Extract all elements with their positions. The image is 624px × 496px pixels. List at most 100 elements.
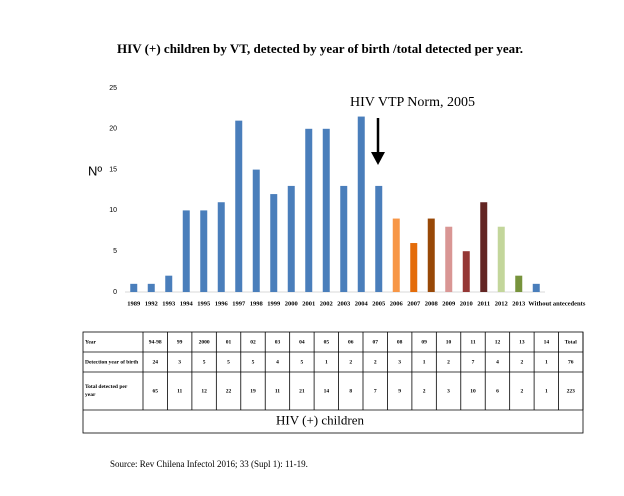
x-tick-label: 1997 — [232, 300, 246, 307]
table-cell: 99 — [177, 339, 183, 345]
y-tick-label: 10 — [109, 207, 117, 214]
y-tick-label: 20 — [109, 126, 117, 133]
bar — [392, 218, 400, 292]
bar — [182, 210, 190, 292]
x-tick-label: 2003 — [337, 300, 351, 307]
bar — [287, 185, 295, 292]
y-tick-label: 15 — [109, 166, 117, 173]
x-tick-label: Without antecedents — [528, 300, 586, 307]
x-tick-label: 2011 — [477, 300, 490, 307]
bar — [270, 194, 278, 292]
table-cell: 2 — [374, 359, 377, 365]
row-header: Year — [85, 339, 97, 345]
source: Source: Rev Chilena Infectol 2016; 33 (S… — [110, 459, 308, 469]
table-cell: 10 — [446, 339, 452, 345]
bar — [147, 283, 155, 292]
arrow-head — [371, 152, 385, 165]
table-cell: 1 — [423, 359, 426, 365]
table-cell: 94-98 — [149, 339, 162, 345]
x-tick-label: 1994 — [180, 300, 194, 307]
table-cell: 22 — [226, 388, 232, 394]
bar — [480, 202, 488, 292]
annotation: HIV VTP Norm, 2005 — [350, 95, 475, 110]
table-cell: 1 — [545, 388, 548, 394]
table-cell: 6 — [496, 388, 499, 394]
table-cell: 2 — [521, 359, 524, 365]
table-cell: 7 — [374, 388, 377, 394]
table-cell: 5 — [252, 359, 255, 365]
table-cell: 09 — [421, 339, 427, 345]
table-cell: 3 — [447, 388, 450, 394]
table-cell: 3 — [178, 359, 181, 365]
x-tick-label: 2009 — [442, 300, 456, 307]
table-cell: 11 — [177, 388, 182, 394]
table-cell: 11 — [275, 388, 280, 394]
table-cell: 2 — [349, 359, 352, 365]
x-tick-label: 2007 — [407, 300, 421, 307]
table-cell: 19 — [250, 388, 256, 394]
table-cell: 10 — [470, 388, 476, 394]
bar — [340, 185, 348, 292]
bar — [165, 275, 173, 292]
table-cell: 12 — [201, 388, 207, 394]
bar — [497, 226, 505, 292]
table-cell: 2 — [447, 359, 450, 365]
y-axis-label: Nº — [88, 163, 102, 178]
table-cell: 1 — [545, 359, 548, 365]
table-cell: 01 — [226, 339, 232, 345]
x-tick-label: 2000 — [285, 300, 298, 307]
bar — [427, 218, 435, 292]
x-tick-label: 2004 — [355, 300, 369, 307]
bar — [410, 243, 418, 292]
table-cell: 5 — [227, 359, 230, 365]
table-cell: 1 — [325, 359, 328, 365]
x-tick-label: 2010 — [460, 300, 473, 307]
y-tick-label: 0 — [113, 289, 117, 296]
table-cell: 12 — [495, 339, 501, 345]
table-cell: 11 — [470, 339, 475, 345]
table-cell: 24 — [152, 359, 158, 365]
y-tick-label: 5 — [113, 248, 117, 255]
table-cell: 14 — [324, 388, 330, 394]
x-tick-label: 2005 — [372, 300, 386, 307]
x-tick-label: 2001 — [302, 300, 315, 307]
table-cell: 5 — [301, 359, 304, 365]
table-cell: 08 — [397, 339, 403, 345]
table-cell: 2000 — [199, 339, 210, 345]
chart-title: HIV (+) children by VT, detected by year… — [117, 41, 523, 56]
bar — [305, 128, 313, 292]
y-tick-label: 25 — [109, 85, 117, 92]
table-cell: 8 — [349, 388, 352, 394]
x-tick-label: 2008 — [425, 300, 439, 307]
x-tick-label: 2012 — [495, 300, 508, 307]
bar — [515, 275, 523, 292]
bar — [532, 283, 540, 292]
table-cell: 65 — [152, 388, 158, 394]
bar — [200, 210, 208, 292]
x-tick-label: 2013 — [512, 300, 526, 307]
table-caption: HIV (+) children — [276, 412, 364, 427]
table-cell: 02 — [250, 339, 256, 345]
table-cell: 7 — [472, 359, 475, 365]
table-cell: 04 — [299, 339, 305, 345]
bar — [217, 202, 225, 292]
x-tick-label: 2002 — [320, 300, 333, 307]
row-header: Detection year of birth — [85, 359, 138, 365]
x-tick-label: 1989 — [127, 300, 141, 307]
bar — [462, 251, 470, 292]
table-cell: 03 — [275, 339, 281, 345]
table-cell: 76 — [568, 359, 574, 365]
table-cell: 223 — [567, 388, 576, 394]
table-cell: 5 — [203, 359, 206, 365]
table-cell: 4 — [496, 359, 499, 365]
bar — [322, 128, 330, 292]
table-cell: 3 — [398, 359, 401, 365]
table-cell: 06 — [348, 339, 354, 345]
row-header: Total detected per year — [85, 384, 128, 398]
table-cell: 9 — [398, 388, 401, 394]
x-tick-label: 1992 — [145, 300, 158, 307]
bar — [445, 226, 453, 292]
bar — [357, 116, 365, 292]
x-tick-label: 1998 — [250, 300, 264, 307]
x-tick-label: 1995 — [197, 300, 211, 307]
